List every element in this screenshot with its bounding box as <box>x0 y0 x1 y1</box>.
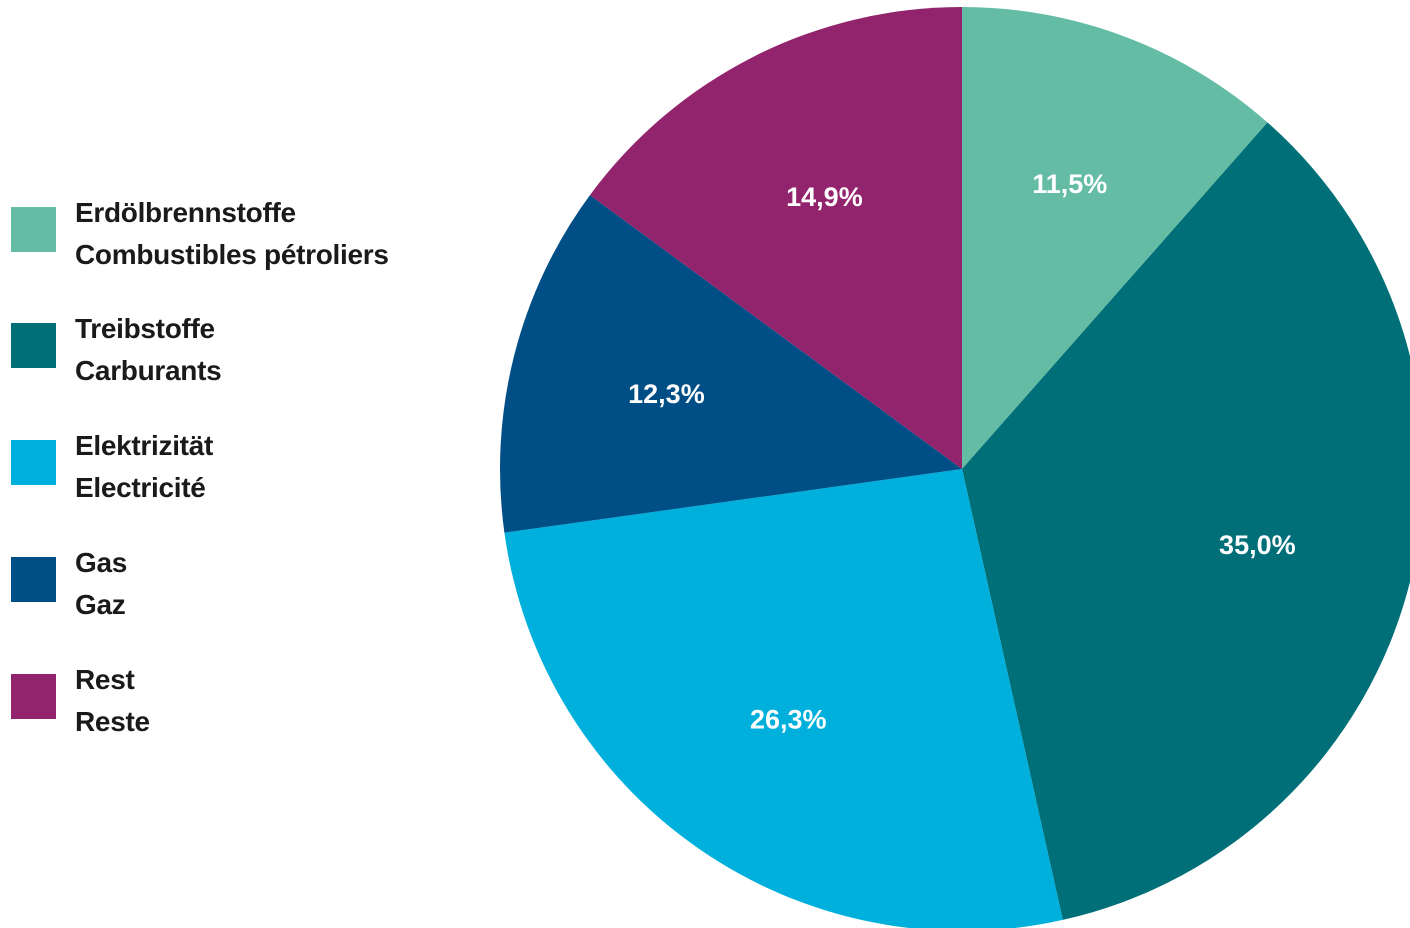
slice-value-label-treibstoffe: 35,0% <box>1219 530 1296 560</box>
legend-label-de: Erdölbrennstoffe <box>75 197 296 228</box>
pie-slice-elektrizitaet <box>504 469 1063 928</box>
legend-label-elektrizitaet: Elektrizität Electricité <box>75 425 213 509</box>
pie-slice-gas <box>500 195 962 533</box>
legend-label-fr: Combustibles pétroliers <box>75 239 389 270</box>
legend-label-fr: Gaz <box>75 589 126 620</box>
legend-label-de: Gas <box>75 547 128 578</box>
legend-label-fr: Carburants <box>75 355 222 386</box>
legend-label-de: Treibstoffe <box>75 313 215 344</box>
legend-label-treibstoffe: Treibstoffe Carburants <box>75 308 222 392</box>
legend-label-de: Rest <box>75 664 135 695</box>
legend-label-fr: Electricité <box>75 472 206 503</box>
legend-swatch-elektrizitaet <box>11 440 56 485</box>
pie-slice-labels: 11,5% 35,0% 26,3% 12,3% 14,9% <box>628 169 1295 735</box>
pie-slice-erdoelbrennstoffe <box>962 7 1268 469</box>
slice-value-label-elektrizitaet: 26,3% <box>750 705 827 735</box>
legend-label-erdoelbrennstoffe: Erdölbrennstoffe Combustibles pétroliers <box>75 192 389 276</box>
legend-swatch-treibstoffe <box>11 323 56 368</box>
legend-swatch-rest <box>11 674 56 719</box>
pie-slices <box>500 7 1410 928</box>
legend-label-gas: Gas Gaz <box>75 542 127 626</box>
legend-label-de: Elektrizität <box>75 430 213 461</box>
legend-label-fr: Reste <box>75 706 150 737</box>
legend-label-rest: Rest Reste <box>75 659 150 743</box>
legend-swatch-erdoelbrennstoffe <box>11 207 56 252</box>
legend-swatch-gas <box>11 557 56 602</box>
slice-value-label-rest: 14,9% <box>786 182 863 212</box>
slice-value-label-erdoelbrennstoffe: 11,5% <box>1032 169 1107 199</box>
pie-slice-treibstoffe <box>962 122 1410 920</box>
slice-value-label-gas: 12,3% <box>628 379 705 409</box>
pie-slice-rest <box>589 7 962 469</box>
